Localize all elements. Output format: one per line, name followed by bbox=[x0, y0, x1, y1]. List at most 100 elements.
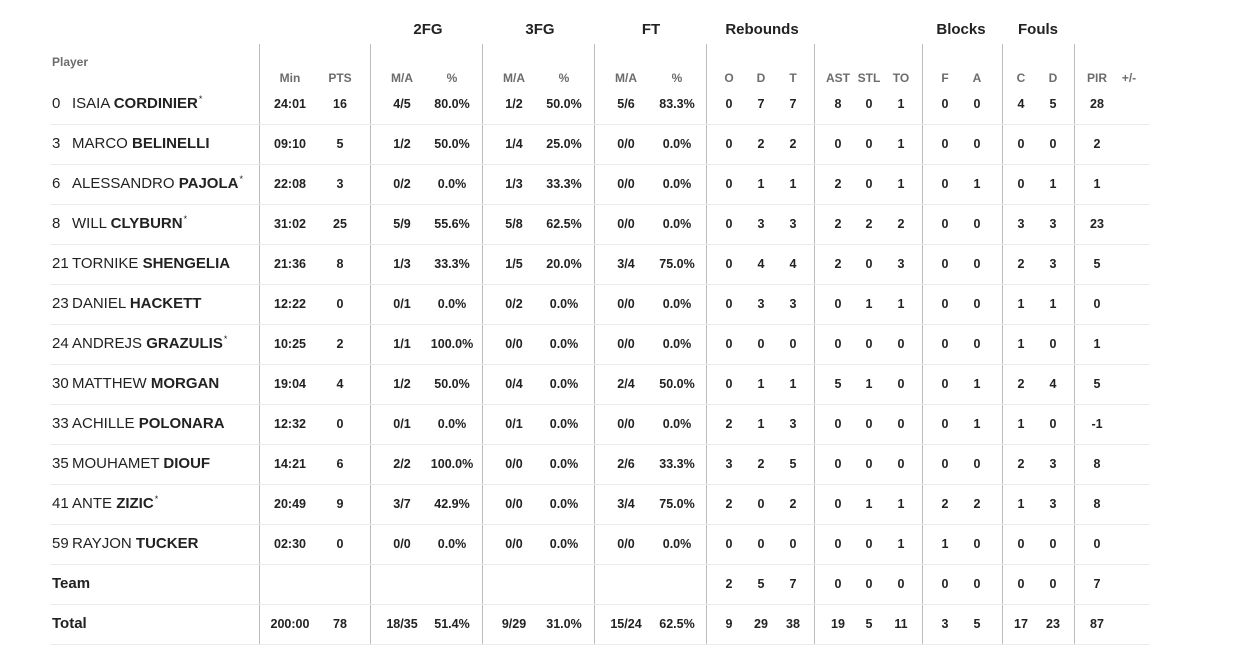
stat-foul-d: 4 bbox=[1049, 377, 1057, 391]
player-row: 59 RAYJON TUCKER 02:30 0 0/0 0.0% 0/0 0.0% 0/0 0.… bbox=[50, 524, 1150, 565]
stat-foul-c: 1 bbox=[1017, 337, 1025, 351]
player-name[interactable]: 21 TORNIKE SHENGELIA bbox=[52, 244, 230, 284]
stat-min: 24:01 bbox=[274, 97, 306, 111]
group-header-rebounds: Rebounds bbox=[725, 21, 799, 38]
stat-2fg-pct: 33.3% bbox=[434, 257, 470, 271]
stat-ast: 19 bbox=[831, 617, 845, 631]
stat-ast: 2 bbox=[834, 257, 842, 271]
stat-reb-d: 2 bbox=[757, 457, 765, 471]
column-divider bbox=[1074, 44, 1075, 644]
stat-to: 2 bbox=[897, 217, 905, 231]
player-first-name: RAYJON bbox=[72, 535, 132, 552]
stat-blk-a: 0 bbox=[973, 217, 981, 231]
stat-to: 0 bbox=[897, 457, 905, 471]
player-name[interactable]: 35 MOUHAMET DIOUF bbox=[52, 444, 210, 484]
column-divider bbox=[814, 44, 815, 644]
stat-foul-d: 0 bbox=[1049, 137, 1057, 151]
stat-2fg-pct: 51.4% bbox=[434, 617, 470, 631]
player-name[interactable]: 33 ACHILLE POLONARA bbox=[52, 404, 225, 444]
player-last-name: TUCKER bbox=[135, 535, 199, 552]
stat-stl: 0 bbox=[865, 137, 873, 151]
stat-pts: 0 bbox=[336, 417, 344, 431]
stat-reb-d: 1 bbox=[757, 177, 765, 191]
stat-reb-t: 0 bbox=[789, 537, 797, 551]
player-last-name: BELINELLI bbox=[132, 135, 210, 152]
group-header-2fg: 2FG bbox=[413, 21, 443, 38]
stat-stl: 0 bbox=[865, 537, 873, 551]
stat-ast: 8 bbox=[834, 97, 842, 111]
stat-foul-d: 3 bbox=[1049, 257, 1057, 271]
stat-pts: 3 bbox=[336, 177, 344, 191]
stat-reb-t: 3 bbox=[789, 417, 797, 431]
total-row: Total 200:00 78 18/35 51.4% 9/29 31.0% 15/24 62.… bbox=[50, 604, 1150, 645]
stat-ast: 2 bbox=[834, 217, 842, 231]
stat-ft-pct: 33.3% bbox=[659, 457, 695, 471]
stat-3fg-ma: 0/0 bbox=[505, 497, 523, 511]
stat-stl: 1 bbox=[865, 497, 873, 511]
stat-ast: 2 bbox=[834, 177, 842, 191]
stat-2fg-ma: 4/5 bbox=[393, 97, 411, 111]
player-last-name: CLYBURN bbox=[110, 215, 183, 232]
stat-pir: 8 bbox=[1093, 457, 1101, 471]
stat-2fg-pct: 50.0% bbox=[434, 377, 470, 391]
stat-2fg-pct: 100.0% bbox=[430, 337, 474, 351]
player-name[interactable]: 6 ALESSANDRO PAJOLA* bbox=[52, 164, 243, 204]
stat-foul-d: 0 bbox=[1049, 337, 1057, 351]
stat-to: 1 bbox=[897, 297, 905, 311]
player-name[interactable]: 41 ANTE ZIZIC* bbox=[52, 484, 158, 524]
player-row: 24 ANDREJS GRAZULIS* 10:25 2 1/1 100.0% 0/0 0.0… bbox=[50, 324, 1150, 365]
stat-3fg-pct: 50.0% bbox=[546, 97, 582, 111]
player-row: 33 ACHILLE POLONARA 12:32 0 0/1 0.0% 0/1 0.0% 0/… bbox=[50, 404, 1150, 445]
stat-ft-ma: 0/0 bbox=[617, 177, 635, 191]
player-name[interactable]: 0 ISAIA CORDINIER* bbox=[52, 84, 202, 124]
stat-foul-d: 3 bbox=[1049, 497, 1057, 511]
stat-pts: 4 bbox=[336, 377, 344, 391]
player-first-name: DANIEL bbox=[72, 295, 126, 312]
stat-foul-c: 1 bbox=[1017, 417, 1025, 431]
group-header-ft: FT bbox=[641, 21, 661, 38]
stat-min: 20:49 bbox=[274, 497, 306, 511]
player-number: 8 bbox=[52, 215, 61, 232]
stat-2fg-ma: 1/2 bbox=[393, 137, 411, 151]
group-header-3fg: 3FG bbox=[525, 21, 555, 38]
stat-reb-t: 7 bbox=[789, 577, 797, 591]
stat-3fg-pct: 62.5% bbox=[546, 217, 582, 231]
stat-min: 21:36 bbox=[274, 257, 306, 271]
stat-ft-pct: 62.5% bbox=[659, 617, 695, 631]
player-name[interactable]: 24 ANDREJS GRAZULIS* bbox=[52, 324, 227, 364]
player-first-name: MOUHAMET bbox=[72, 455, 160, 472]
column-header-2fg-ma: M/A bbox=[391, 71, 413, 85]
stat-pts: 8 bbox=[336, 257, 344, 271]
player-name[interactable]: 30 MATTHEW MORGAN bbox=[52, 364, 219, 404]
stat-to: 1 bbox=[897, 177, 905, 191]
stat-pts: 25 bbox=[333, 217, 347, 231]
player-name[interactable]: 8 WILL CLYBURN* bbox=[52, 204, 187, 244]
player-number: 30 bbox=[52, 375, 69, 392]
stat-blk-a: 0 bbox=[973, 337, 981, 351]
stat-3fg-ma: 1/2 bbox=[505, 97, 523, 111]
starter-mark: * bbox=[183, 214, 188, 224]
column-header-reb-t: T bbox=[789, 71, 797, 85]
stat-foul-c: 1 bbox=[1017, 497, 1025, 511]
player-name[interactable]: 23 DANIEL HACKETT bbox=[52, 284, 201, 324]
stat-foul-d: 0 bbox=[1049, 577, 1057, 591]
stat-reb-d: 0 bbox=[757, 337, 765, 351]
column-header-3fg-pct: % bbox=[558, 71, 570, 85]
player-name[interactable]: 3 MARCO BELINELLI bbox=[52, 124, 210, 164]
player-number: 33 bbox=[52, 415, 69, 432]
stat-stl: 0 bbox=[865, 577, 873, 591]
player-last-name: SHENGELIA bbox=[142, 255, 231, 272]
stat-blk-a: 0 bbox=[973, 137, 981, 151]
stat-ft-pct: 0.0% bbox=[662, 217, 692, 231]
stat-2fg-ma: 1/2 bbox=[393, 377, 411, 391]
stat-foul-d: 0 bbox=[1049, 417, 1057, 431]
stat-pir: 5 bbox=[1093, 257, 1101, 271]
player-first-name: ACHILLE bbox=[72, 415, 135, 432]
stat-pir: 0 bbox=[1093, 537, 1101, 551]
stat-stl: 0 bbox=[865, 177, 873, 191]
stat-foul-d: 3 bbox=[1049, 457, 1057, 471]
stat-2fg-ma: 1/1 bbox=[393, 337, 411, 351]
player-name[interactable]: 59 RAYJON TUCKER bbox=[52, 524, 198, 564]
player-row: 35 MOUHAMET DIOUF 14:21 6 2/2 100.0% 0/0 0.0% 2/… bbox=[50, 444, 1150, 485]
stat-foul-c: 0 bbox=[1017, 537, 1025, 551]
